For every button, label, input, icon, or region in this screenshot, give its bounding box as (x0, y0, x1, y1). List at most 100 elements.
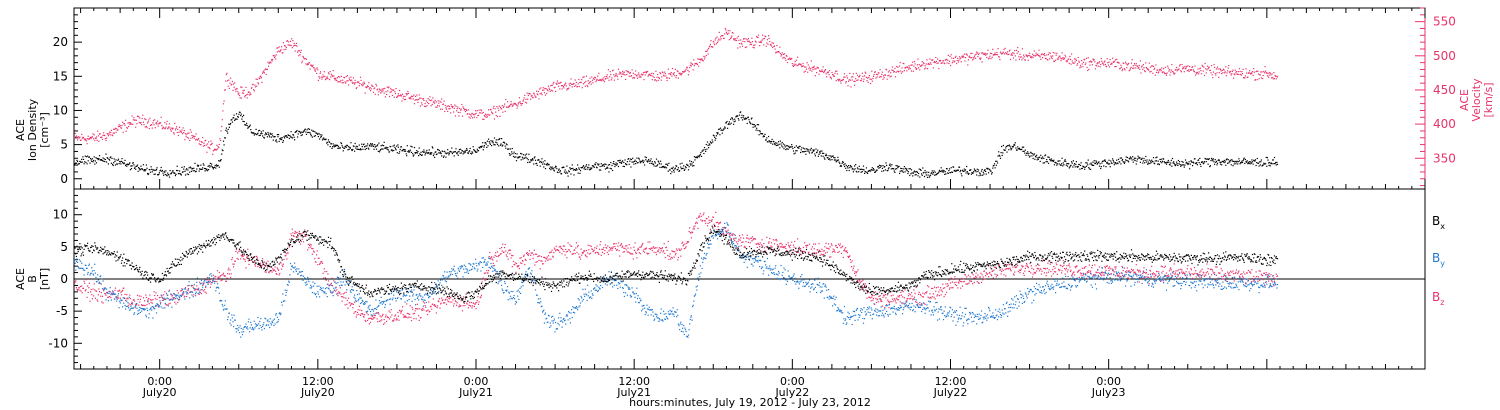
density-point (800, 151, 802, 154)
density-point (1110, 160, 1112, 162)
bz-point (358, 313, 360, 315)
velocity-point (109, 134, 111, 136)
density-point (371, 145, 373, 147)
velocity-point (648, 74, 650, 76)
density-point (750, 123, 752, 125)
bz-point (78, 287, 80, 289)
velocity-point (907, 68, 910, 70)
density-point (500, 143, 502, 145)
density-point (413, 154, 415, 156)
velocity-point (1234, 69, 1236, 71)
velocity-point (298, 50, 300, 52)
velocity-point (190, 131, 192, 133)
density-point (1276, 163, 1279, 165)
velocity-point (874, 71, 876, 73)
velocity-point (147, 122, 149, 124)
bz-point (95, 290, 98, 292)
bz-point (140, 295, 142, 297)
density-point (139, 168, 141, 170)
density-point (1252, 163, 1254, 165)
velocity-point (630, 75, 633, 77)
density-point (392, 145, 394, 147)
velocity-point (1116, 58, 1118, 60)
velocity-point (693, 65, 695, 67)
velocity-point (791, 63, 793, 65)
velocity-point (294, 44, 296, 46)
velocity-point (960, 61, 962, 63)
density-point (505, 147, 507, 149)
density-point (1256, 157, 1258, 160)
velocity-point (283, 49, 285, 51)
velocity-point (147, 121, 149, 123)
velocity-point (1214, 66, 1216, 68)
velocity-point (115, 131, 117, 133)
velocity-point (706, 49, 709, 51)
velocity-point (1196, 71, 1198, 73)
density-point (323, 137, 325, 139)
density-point (638, 157, 640, 159)
velocity-point (994, 52, 996, 54)
density-point (112, 164, 114, 167)
density-point (368, 148, 370, 150)
density-point (144, 170, 146, 172)
density-point (862, 165, 865, 167)
bz-point (359, 314, 362, 316)
density-point (782, 146, 784, 148)
velocity-point (197, 139, 199, 141)
density-point (429, 152, 432, 154)
velocity-point (956, 63, 958, 65)
velocity-point (442, 103, 445, 105)
density-point (1271, 163, 1273, 165)
velocity-point (832, 74, 834, 76)
bz-point (342, 296, 344, 298)
velocity-point (97, 135, 99, 137)
bz-point (339, 291, 341, 293)
velocity-point (405, 93, 407, 95)
velocity-point (113, 132, 115, 134)
density-point (648, 158, 650, 161)
density-point (570, 173, 572, 175)
velocity-point (912, 70, 914, 72)
velocity-point (440, 101, 442, 103)
bz-point (319, 262, 321, 265)
density-point (890, 165, 892, 167)
velocity-point (334, 79, 336, 81)
density-point (456, 153, 458, 155)
density-point (206, 168, 208, 170)
density-point (779, 140, 781, 142)
velocity-point (779, 46, 781, 48)
velocity-point (227, 80, 229, 82)
density-point (1117, 163, 1119, 165)
density-point (597, 163, 599, 165)
density-point (1186, 162, 1188, 165)
density-point (196, 164, 198, 166)
density-point (1053, 164, 1055, 166)
bz-point (227, 269, 229, 271)
bz-point (152, 299, 154, 301)
velocity-point (407, 90, 409, 93)
velocity-point (431, 99, 433, 101)
density-point (713, 135, 715, 137)
density-point (684, 166, 687, 168)
density-point (779, 147, 781, 149)
density-point (1188, 161, 1190, 163)
density-point (165, 174, 168, 176)
bz-point (268, 272, 270, 274)
velocity-point (627, 70, 629, 72)
velocity-point (1078, 60, 1080, 62)
density-point (975, 169, 977, 172)
density-point (864, 171, 866, 173)
velocity-point (441, 108, 443, 110)
velocity-point (1260, 71, 1262, 73)
velocity-point (539, 88, 541, 90)
velocity-point (419, 97, 421, 99)
density-point (590, 167, 592, 170)
velocity-point (105, 139, 107, 141)
density-point (495, 139, 497, 141)
velocity-point (1065, 56, 1067, 58)
density-point (496, 142, 498, 144)
density-point (482, 149, 484, 151)
density-point (1132, 161, 1134, 163)
density-point (842, 161, 844, 164)
density-point (272, 139, 274, 141)
